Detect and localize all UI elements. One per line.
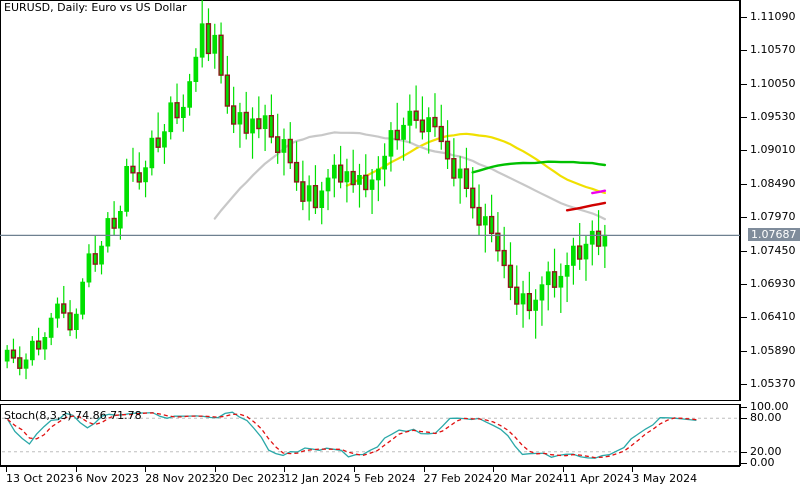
price-axis-tick [741, 83, 747, 85]
time-axis-label: 27 Feb 2024 [423, 472, 493, 485]
time-axis-tick [75, 467, 77, 472]
current-price-tag: 1.07687 [748, 228, 800, 242]
price-chart-panel[interactable] [0, 0, 740, 401]
price-chart-svg [0, 0, 740, 401]
time-axis-tick [145, 467, 147, 472]
stochastic-axis-tick [741, 463, 747, 464]
price-axis-label: 1.07450 [750, 243, 796, 257]
time-axis-tick [214, 467, 216, 472]
time-axis-tick [284, 467, 286, 472]
price-axis-tick [741, 217, 747, 219]
time-axis-tick [354, 467, 355, 472]
time-axis-tick [632, 467, 634, 472]
price-axis-tick [741, 183, 747, 185]
stochastic-axis-line [740, 404, 741, 466]
time-axis-label: 28 Nov 2023 [145, 472, 216, 485]
time-axis-line [0, 466, 740, 467]
price-axis-label: 1.08490 [750, 176, 796, 190]
price-axis-tick [741, 116, 747, 118]
price-axis-tick [741, 384, 747, 386]
price-axis-label: 1.07970 [750, 210, 796, 224]
price-axis-label: 1.06930 [750, 277, 796, 291]
price-axis-tick [741, 16, 747, 18]
price-axis-label: 1.09530 [750, 109, 796, 123]
price-axis-label: 1.05890 [750, 343, 796, 357]
stochastic-panel[interactable] [0, 404, 740, 466]
time-axis-label: 3 May 2024 [632, 472, 698, 485]
price-axis-tick [741, 150, 747, 152]
price-axis-label: 1.05370 [750, 377, 796, 391]
price-axis-label: 1.06410 [750, 310, 796, 324]
stochastic-axis-tick [741, 418, 747, 420]
time-axis-label: 20 Mar 2024 [493, 472, 563, 485]
time-axis-label: 5 Feb 2024 [354, 472, 416, 485]
stochastic-svg [0, 404, 740, 466]
time-axis-tick [6, 467, 7, 472]
time-axis-label: 11 Apr 2024 [562, 472, 631, 485]
price-axis-tick [741, 250, 747, 252]
price-axis-label: 1.09010 [750, 143, 796, 157]
stochastic-label: Stoch(8,3,3) 74.86 71.78 [4, 409, 142, 422]
price-axis-tick [741, 350, 747, 352]
time-axis-label: 12 Jan 2024 [284, 472, 351, 485]
time-axis-tick [493, 467, 495, 472]
stochastic-axis-label: 20.00 [750, 444, 782, 458]
price-axis-label: 1.10050 [750, 76, 796, 90]
time-axis-label: 13 Oct 2023 [6, 472, 75, 485]
stochastic-axis-label: 0.00 [750, 456, 775, 469]
stochastic-axis-tick [741, 407, 747, 408]
price-axis-tick [741, 50, 747, 52]
price-axis-line [740, 0, 741, 401]
stochastic-axis-label: 100.00 [750, 400, 789, 413]
stochastic-axis-tick [741, 451, 747, 453]
stochastic-axis-label: 80.00 [750, 411, 782, 425]
price-axis-label: 1.10570 [750, 43, 796, 57]
price-axis-label: 1.11090 [750, 9, 796, 23]
time-axis-tick [423, 467, 425, 472]
price-axis-tick [741, 284, 747, 286]
time-axis-label: 20 Dec 2023 [214, 472, 286, 485]
time-axis-label: 6 Nov 2023 [75, 472, 140, 485]
time-axis-tick [562, 467, 564, 472]
price-axis-tick [741, 317, 747, 319]
symbol-title: EURUSD, Daily: Euro vs US Dollar [4, 1, 187, 14]
